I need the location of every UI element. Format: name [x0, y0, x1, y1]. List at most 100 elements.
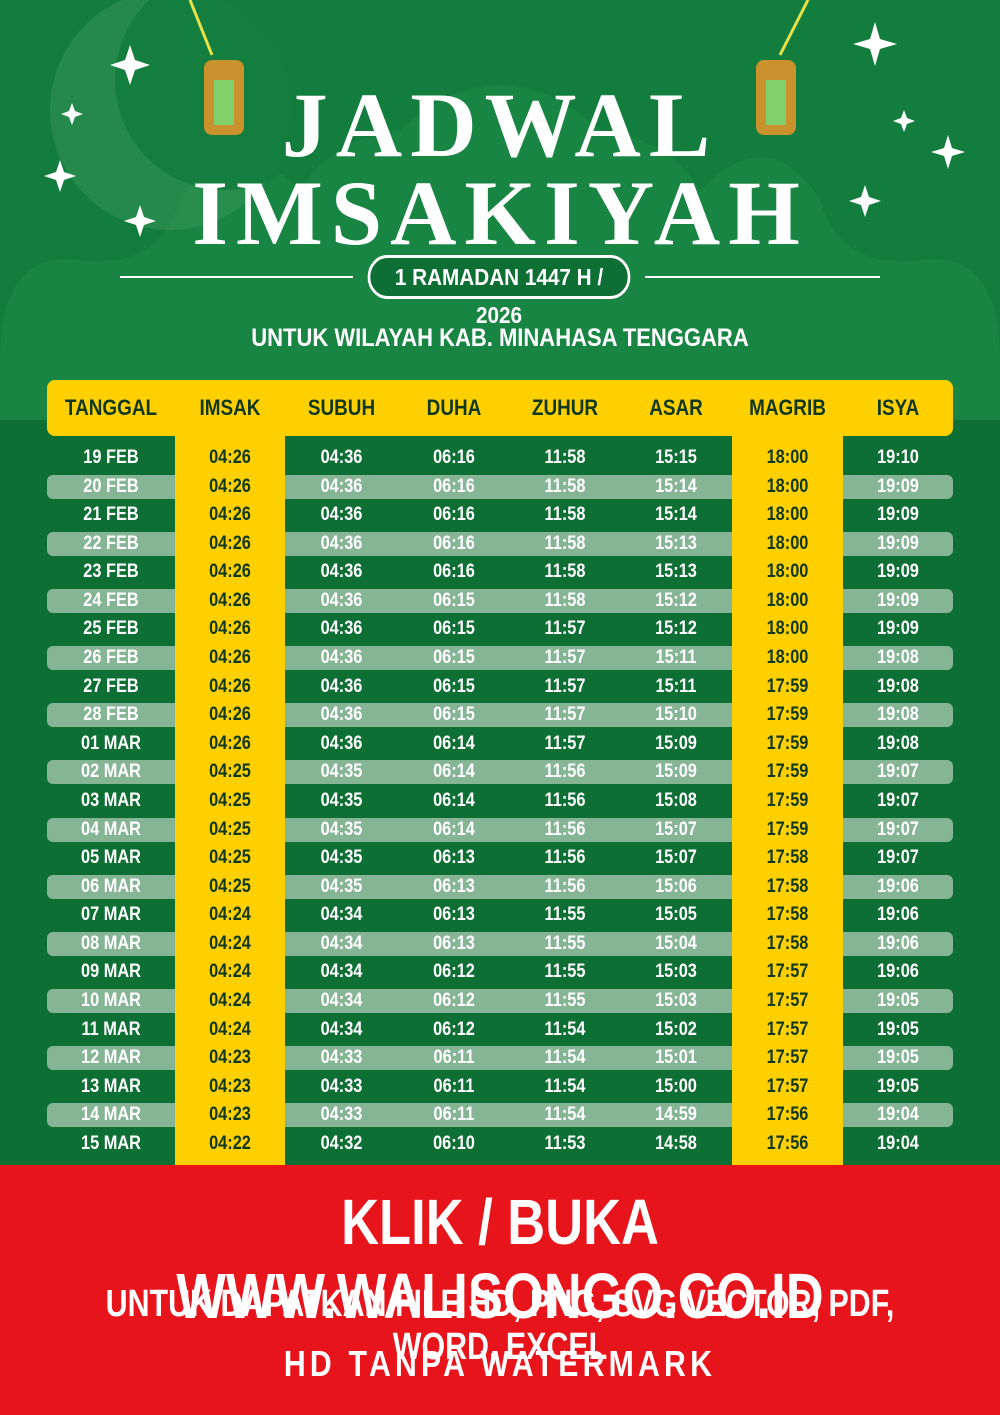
table-cell: 11:58 — [544, 532, 586, 554]
table-cell: 11:58 — [544, 561, 586, 583]
table-cell: 04:36 — [320, 589, 363, 611]
table-cell: 19:06 — [877, 961, 919, 983]
table-cell: 14 MAR — [81, 1104, 141, 1126]
table-cell: 11:56 — [544, 761, 586, 783]
table-cell: 19:05 — [877, 1047, 919, 1069]
table-cell: 06:14 — [433, 732, 475, 754]
table-cell: 19:07 — [877, 789, 919, 811]
table-cell: 11:57 — [544, 675, 586, 697]
table-cell: 06:16 — [433, 447, 475, 468]
table-cell: 02 MAR — [81, 761, 141, 783]
table-cell: 04:33 — [320, 1104, 363, 1126]
table-cell: 04:32 — [320, 1132, 363, 1154]
column-header: MAGRIB — [749, 395, 826, 420]
table-cell: 17:57 — [766, 1075, 809, 1097]
table-cell: 04:24 — [209, 990, 251, 1012]
table-cell: 19:08 — [877, 675, 919, 697]
table-cell: 11:58 — [544, 447, 586, 468]
table-cell: 11:54 — [544, 1018, 586, 1040]
table-cell: 06:16 — [433, 532, 475, 554]
table-cell: 19:09 — [877, 532, 919, 554]
table-cell: 04:23 — [209, 1075, 251, 1097]
table-cell: 06:16 — [433, 504, 475, 526]
table-cell: 01 MAR — [81, 732, 141, 754]
table-cell: 19:07 — [877, 761, 919, 783]
banner-text: HD TANPA WATERMARK — [283, 1343, 717, 1384]
title: JADWAL — [281, 74, 719, 176]
table-cell: 03 MAR — [81, 789, 141, 811]
table-cell: 04:24 — [209, 932, 251, 954]
table-cell: 04:34 — [320, 932, 363, 954]
table-cell: 15:03 — [655, 961, 697, 983]
table-cell: 17:58 — [766, 847, 809, 869]
table-cell: 04:34 — [320, 961, 363, 983]
table-cell: 17:58 — [766, 875, 809, 897]
table-cell: 19:05 — [877, 1018, 919, 1040]
table-cell: 26 FEB — [83, 647, 139, 669]
table-cell: 17:58 — [766, 932, 809, 954]
table-cell: 17:59 — [766, 761, 809, 783]
table-cell: 19:09 — [877, 475, 919, 497]
table-cell: 14:59 — [655, 1104, 697, 1126]
table-cell: 11:54 — [544, 1075, 586, 1097]
table-cell: 11:56 — [544, 789, 586, 811]
table-cell: 10 MAR — [81, 990, 141, 1012]
table-cell: 18:00 — [766, 504, 809, 526]
table-cell: 15 MAR — [81, 1132, 141, 1154]
table-cell: 19:07 — [877, 847, 919, 869]
column-header: ISYA — [876, 395, 920, 420]
table-cell: 15:14 — [655, 504, 697, 526]
table-cell: 04:34 — [320, 990, 363, 1012]
region: UNTUK WILAYAH KAB. MINAHASA TENGGARA — [251, 324, 749, 352]
table-cell: 04:36 — [320, 732, 363, 754]
table-cell: 06:12 — [433, 990, 475, 1012]
table-cell: 14:58 — [655, 1132, 697, 1154]
table-cell: 17:59 — [766, 789, 809, 811]
table-cell: 17:59 — [766, 675, 809, 697]
table-cell: 19:08 — [877, 704, 919, 726]
table-cell: 11:58 — [544, 475, 586, 497]
column-header: SUBUH — [307, 395, 376, 420]
table-cell: 17:59 — [766, 704, 809, 726]
table-cell: 19:10 — [877, 447, 919, 468]
table-cell: 11:57 — [544, 647, 586, 669]
table-cell: 06:14 — [433, 761, 475, 783]
table-cell: 19:05 — [877, 1075, 919, 1097]
table-cell: 04:35 — [320, 818, 363, 840]
table-cell: 11:54 — [544, 1047, 586, 1069]
table-cell: 04:26 — [209, 532, 251, 554]
table-cell: 24 FEB — [83, 589, 139, 611]
table-cell: 13 MAR — [81, 1075, 141, 1097]
table-cell: 04:33 — [320, 1047, 363, 1069]
table-cell: 04:26 — [209, 447, 251, 468]
table-cell: 06:15 — [433, 675, 475, 697]
table-cell: 04:36 — [320, 704, 363, 726]
table-cell: 19:08 — [877, 647, 919, 669]
table-cell: 06:10 — [433, 1132, 475, 1154]
table-cell: 04:36 — [320, 647, 363, 669]
table-cell: 06 MAR — [81, 875, 141, 897]
table-cell: 19:09 — [877, 618, 919, 640]
table-cell: 25 FEB — [83, 618, 139, 640]
table-cell: 04:23 — [209, 1104, 251, 1126]
table-cell: 06:12 — [433, 1018, 475, 1040]
table-cell: 04:26 — [209, 504, 251, 526]
table-cell: 19:09 — [877, 589, 919, 611]
table-cell: 18:00 — [766, 589, 809, 611]
table-cell: 08 MAR — [81, 932, 141, 954]
table-cell: 19:07 — [877, 818, 919, 840]
banner-text: UNTUK DAPATKAN FILE HD, PNG, SVG VECTOR,… — [105, 1283, 895, 1368]
title: IMSAKIYAH — [192, 162, 808, 264]
table-cell: 06:11 — [433, 1104, 475, 1126]
table-cell: 05 MAR — [81, 847, 141, 869]
table-cell: 04:24 — [209, 961, 251, 983]
table-cell: 15:08 — [655, 789, 697, 811]
table-cell: 04:36 — [320, 618, 363, 640]
table-cell: 22 FEB — [83, 532, 139, 554]
table-cell: 04:26 — [209, 704, 251, 726]
table-cell: 19 FEB — [83, 447, 139, 468]
table-cell: 04:35 — [320, 875, 363, 897]
table-cell: 28 FEB — [83, 704, 139, 726]
promo-banner: KLIK / BUKA WWW.WALISONGO.CO.ID UNTUK DA… — [0, 1165, 1000, 1415]
table-cell: 04:23 — [209, 1047, 251, 1069]
